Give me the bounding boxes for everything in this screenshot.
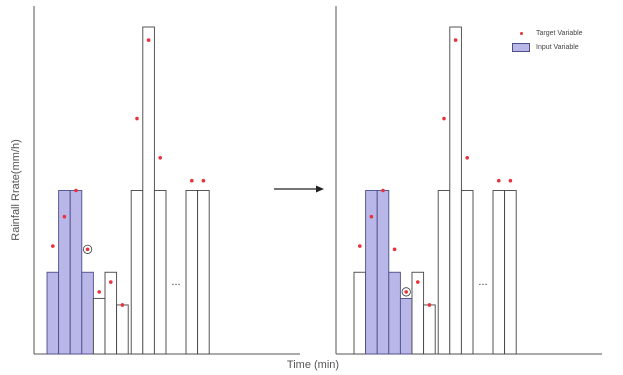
target-point-after-4 [404, 290, 409, 294]
bar-before-7 [130, 190, 144, 355]
target-point-before-5 [109, 280, 113, 284]
target-point-before-11 [190, 178, 194, 183]
transition-arrow-head [316, 185, 324, 193]
bar-before-5 [104, 271, 118, 355]
target-point-before-0 [51, 244, 55, 248]
target-point-before-6 [120, 303, 125, 307]
target-point-before-12 [201, 178, 206, 183]
bar-after-9 [460, 190, 474, 355]
target-point-after-8 [453, 38, 458, 42]
target-point-before-8 [146, 38, 151, 42]
target-point-before-2 [74, 188, 78, 193]
bar-after-4 [399, 297, 413, 355]
ellipsis-before: ... [171, 276, 180, 288]
target-point-after-3 [392, 247, 397, 252]
target-point-after-0 [358, 244, 362, 248]
bar-after-8 [449, 26, 462, 355]
target-highlight-before [83, 244, 93, 254]
legend-label-input: Input Variable [536, 43, 579, 51]
target-point-before-1 [62, 214, 67, 219]
bar-after-6 [423, 304, 436, 355]
target-point-after-1 [369, 214, 374, 219]
bar-before-0 [46, 271, 60, 355]
bar-before-9 [153, 190, 167, 355]
bar-after-3 [388, 271, 401, 355]
target-point-after-5 [416, 280, 420, 284]
target-point-after-7 [442, 116, 446, 121]
y-axis-label: Rainfall Rrate(mm/h) [10, 139, 22, 241]
target-point-after-9 [465, 156, 470, 160]
target-point-after-2 [381, 188, 385, 193]
bar-before-4 [92, 297, 106, 355]
legend-entry-input: Input Variable [512, 40, 583, 54]
bar-before-3 [81, 271, 94, 355]
target-highlight-after [401, 287, 411, 297]
bar-after-7 [437, 190, 451, 355]
bar-after-11 [492, 190, 506, 355]
bar-before-12 [197, 190, 210, 355]
legend-box-symbol [512, 42, 530, 52]
target-point-before-7 [135, 116, 139, 121]
target-point-before-4 [97, 290, 101, 294]
bar-before-8 [142, 26, 155, 355]
bar-after-0 [353, 271, 367, 355]
bar-after-2 [376, 190, 390, 355]
ellipsis-after: ... [478, 276, 487, 288]
x-axis-label: Time (min) [286, 359, 340, 371]
legend-dot-symbol [512, 29, 530, 38]
bar-before-2 [69, 190, 83, 355]
target-point-after-6 [427, 303, 432, 307]
target-point-after-11 [497, 178, 501, 183]
bar-after-5 [411, 271, 425, 355]
target-point-before-9 [158, 156, 162, 160]
legend-entry-target: Target Variable [512, 26, 583, 40]
bar-after-12 [504, 190, 517, 355]
bar-before-6 [116, 304, 129, 355]
target-point-before-3 [85, 247, 90, 252]
legend-label-target: Target Variable [536, 29, 583, 37]
bar-before-11 [185, 190, 199, 355]
legend: Target Variable Input Variable [512, 26, 583, 54]
target-point-after-12 [508, 178, 513, 183]
